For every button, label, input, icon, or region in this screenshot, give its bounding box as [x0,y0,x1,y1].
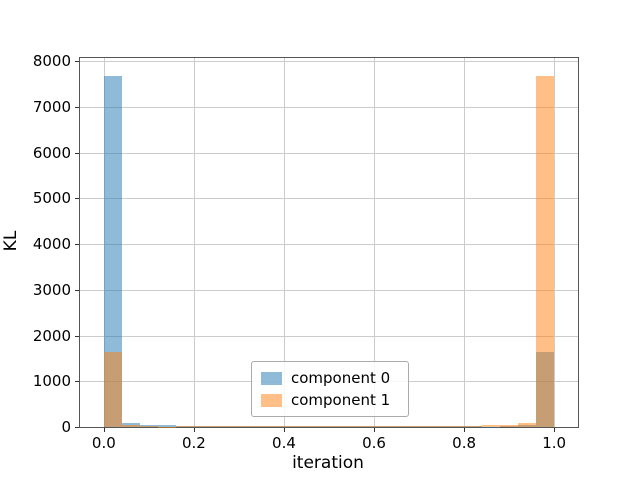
legend: component 0 component 1 [251,361,409,417]
x-tick-label: 1.0 [542,434,567,452]
histogram-bar-component-0 [157,425,176,427]
legend-label-component-0: component 0 [291,369,391,387]
y-gridline [80,152,578,154]
x-gridline [464,58,466,427]
y-gridline [80,198,578,200]
histogram-bar-component-1 [103,351,122,427]
histogram-bar-component-1 [229,426,248,427]
y-tick-label: 1000 [32,372,71,391]
y-tick-mark [75,106,79,108]
y-tick-label: 7000 [32,97,71,116]
histogram-bar-component-1 [265,426,284,427]
x-tick-mark [554,428,556,432]
y-tick-label: 2000 [32,326,71,345]
y-tick-label: 8000 [32,52,71,71]
histogram-bar-component-1 [428,425,447,427]
x-tick-label: 0.6 [362,434,386,452]
y-gridline [80,289,578,291]
x-tick-mark [283,428,285,432]
histogram-bar-component-1 [211,426,230,427]
legend-swatch-component-1-icon [261,393,282,407]
histogram-bar-component-0 [139,424,158,427]
y-tick-mark [75,198,79,200]
histogram-bar-component-1 [500,424,519,427]
y-tick-mark [75,152,79,154]
y-tick-label: 0 [61,418,71,436]
y-gridline [80,106,578,108]
y-gridline [80,61,578,63]
histogram-bar-component-1 [121,425,140,427]
x-tick-label: 0.8 [452,434,477,452]
histogram-bar-component-1 [410,426,429,427]
y-tick-mark [75,244,79,245]
histogram-bar-component-1 [374,426,393,427]
y-tick-mark [75,381,79,383]
legend-label-component-1: component 1 [291,391,391,409]
y-tick-mark [75,427,79,428]
legend-entry-component-0: component 0 [261,369,399,387]
histogram-bar-component-1 [319,426,338,427]
y-tick-mark [75,289,79,291]
x-tick-label: 0.0 [91,434,116,452]
histogram-bar-component-1 [175,426,194,427]
histogram-bar-component-0 [193,425,212,427]
histogram-bar-component-0 [103,76,122,427]
x-axis-label: iteration [292,453,364,473]
x-tick-mark [374,428,376,432]
histogram-bar-component-1 [392,426,411,427]
histogram-bar-component-1 [464,425,483,427]
x-tick-mark [193,428,195,432]
histogram-bar-component-1 [536,76,555,427]
y-tick-mark [75,61,79,63]
histogram-bar-component-1 [518,423,537,427]
histogram-bar-component-1 [482,425,501,427]
histogram-bar-component-1 [193,426,212,427]
x-gridline [554,58,556,427]
histogram-bar-component-1 [301,426,320,427]
x-gridline [193,58,195,427]
x-gridline [283,58,285,427]
legend-entry-component-1: component 1 [261,391,399,409]
histogram-bar-component-1 [139,426,158,427]
y-gridline [80,335,578,337]
y-gridline [80,244,578,245]
x-gridline [374,58,376,427]
histogram-bar-component-0 [175,425,194,427]
y-tick-label: 6000 [32,143,71,162]
x-tick-mark [103,428,105,432]
histogram-bar-component-1 [283,426,302,427]
y-tick-mark [75,335,79,337]
histogram-bar-component-1 [247,426,266,427]
y-tick-label: 4000 [32,235,71,253]
histogram-bar-component-1 [446,425,465,427]
legend-swatch-component-0-icon [261,371,282,385]
y-tick-label: 5000 [32,189,71,208]
histogram-bar-component-1 [338,426,356,427]
x-tick-label: 0.2 [181,434,206,452]
x-tick-mark [464,428,466,432]
y-tick-label: 3000 [32,280,71,299]
histogram-bar-component-1 [356,426,375,427]
x-tick-label: 0.4 [272,434,296,452]
